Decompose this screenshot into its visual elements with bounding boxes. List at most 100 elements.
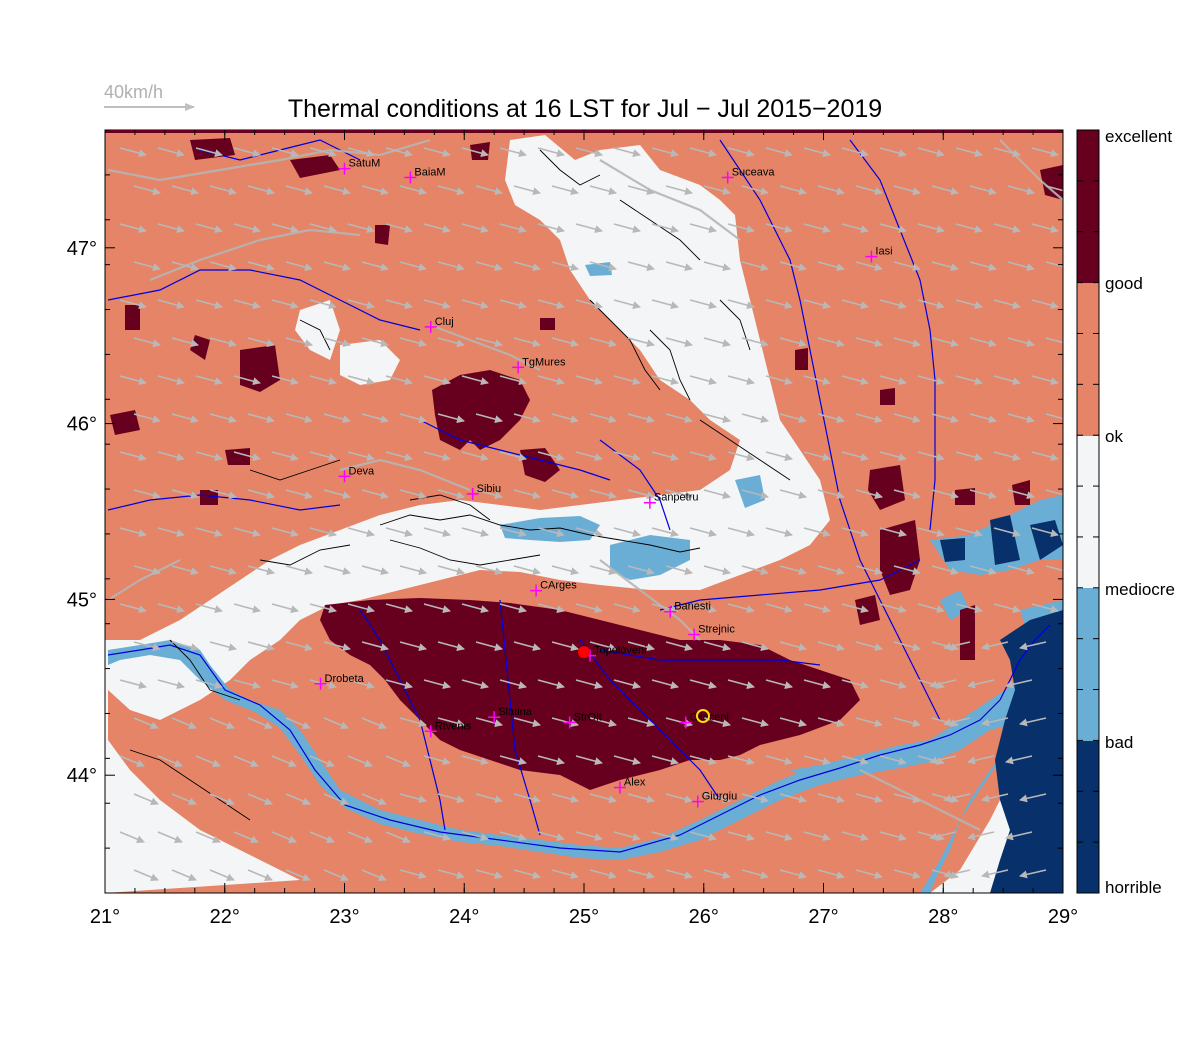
wind-arrow bbox=[765, 755, 793, 766]
wind-arrow bbox=[437, 869, 465, 880]
wind-arrow bbox=[955, 147, 983, 158]
wind-arrow bbox=[689, 223, 717, 234]
wind-arrow bbox=[613, 603, 641, 614]
wind-arrow bbox=[133, 413, 161, 424]
wind-arrow bbox=[589, 793, 617, 804]
city-tgmures[interactable]: TgMures bbox=[512, 356, 566, 374]
city-label: Suceava bbox=[732, 166, 776, 178]
wind-arrow bbox=[689, 147, 717, 158]
wind-arrow bbox=[423, 223, 451, 234]
wind-arrow bbox=[195, 679, 223, 690]
wind-arrow bbox=[513, 641, 541, 652]
wind-arrow bbox=[461, 451, 489, 462]
wind-arrow bbox=[627, 337, 655, 348]
wind-arrow bbox=[551, 641, 579, 652]
wind-arrow bbox=[727, 603, 755, 614]
wind-arrow bbox=[1045, 413, 1063, 420]
map-axes: 21° 22° 23° 24° 25° 26° 27° 28° 29° 44° 45° 46° 47° bbox=[67, 129, 1078, 928]
city-alex[interactable]: Alex bbox=[613, 777, 646, 794]
wind-arrow bbox=[817, 641, 845, 652]
wind-arrow bbox=[171, 261, 199, 272]
wind-arrow bbox=[917, 375, 945, 386]
legend-bad bbox=[1077, 741, 1099, 893]
legend-colorbar: excellent good ok mediocre bad horrible bbox=[1076, 127, 1175, 897]
wind-arrow bbox=[917, 299, 945, 310]
wind-arrow bbox=[665, 641, 693, 652]
wind-arrow bbox=[703, 185, 731, 196]
wind-arrow bbox=[195, 299, 223, 310]
wind-arrow bbox=[423, 299, 451, 310]
city-banesti[interactable]: Banesti bbox=[664, 601, 711, 618]
wind-arrow bbox=[689, 527, 717, 538]
legend-label-mediocre: mediocre bbox=[1105, 580, 1175, 599]
wind-arrow bbox=[399, 413, 427, 424]
wind-arrow bbox=[1007, 413, 1035, 424]
wind-arrow bbox=[195, 375, 223, 386]
wind-arrow bbox=[475, 489, 503, 500]
wind-arrow bbox=[171, 641, 199, 652]
city-carges[interactable]: CArges bbox=[530, 580, 577, 597]
wind-arrow bbox=[271, 147, 299, 158]
wind-arrow bbox=[1031, 223, 1059, 234]
wind-arrow bbox=[323, 565, 351, 576]
wind-arrow bbox=[841, 831, 869, 842]
wind-arrow bbox=[157, 299, 185, 310]
wind-arrow bbox=[741, 565, 769, 576]
wind-arrow bbox=[627, 641, 655, 652]
wind-arrow bbox=[157, 147, 185, 158]
city-deva[interactable]: Deva bbox=[338, 465, 376, 483]
wind-arrow bbox=[271, 375, 299, 386]
wind-arrow bbox=[437, 717, 465, 728]
wind-arrow bbox=[893, 185, 921, 196]
city-giurgiu[interactable]: Giurgiu bbox=[691, 791, 737, 808]
wind-arrow bbox=[499, 299, 527, 310]
wind-arrow bbox=[323, 869, 349, 881]
wind-arrow bbox=[347, 223, 375, 234]
city-slatina[interactable]: Slatina bbox=[488, 706, 533, 724]
wind-arrow bbox=[423, 755, 451, 766]
wind-arrow bbox=[537, 147, 565, 158]
city-strolt[interactable]: StrOlt bbox=[563, 711, 602, 729]
site-marker[interactable] bbox=[578, 646, 590, 659]
wind-arrow bbox=[119, 223, 147, 234]
wind-arrow bbox=[651, 527, 679, 538]
wind-arrow bbox=[271, 831, 297, 843]
wind-arrow bbox=[1005, 679, 1033, 689]
wind-arrow bbox=[627, 185, 655, 196]
wind-arrow bbox=[893, 869, 921, 880]
wind-arrow bbox=[309, 147, 337, 158]
wind-arrow bbox=[119, 603, 147, 614]
wind-arrow bbox=[1007, 565, 1035, 576]
wind-arrow bbox=[233, 223, 261, 234]
city-cluj[interactable]: Cluj bbox=[424, 316, 454, 333]
wind-arrow bbox=[703, 793, 731, 804]
wind-arrow bbox=[399, 717, 427, 728]
city-sibiu[interactable]: Sibiu bbox=[466, 483, 501, 500]
wind-arrow bbox=[423, 527, 451, 538]
wind-arrow bbox=[361, 565, 389, 576]
city-satum[interactable]: SatuM bbox=[338, 158, 381, 175]
wind-arrow bbox=[461, 755, 489, 766]
wind-arrow bbox=[133, 641, 161, 652]
city-drobeta[interactable]: Drobeta bbox=[314, 673, 365, 690]
city-suceava[interactable]: Suceava bbox=[721, 166, 776, 184]
wind-arrow bbox=[323, 717, 349, 729]
wind-arrow bbox=[423, 679, 451, 690]
wind-arrow bbox=[879, 147, 907, 158]
city-baiam[interactable]: BaiaM bbox=[404, 166, 446, 184]
wind-arrow bbox=[1031, 603, 1059, 614]
city-strejnic[interactable]: Strejnic bbox=[688, 624, 735, 641]
wind-arrow bbox=[361, 793, 387, 805]
wind-arrow bbox=[1007, 185, 1035, 196]
wind-arrow bbox=[817, 565, 845, 576]
wind-arrow bbox=[461, 527, 489, 538]
city-rtvenis[interactable]: Rtvenis bbox=[424, 720, 472, 738]
wind-arrow bbox=[981, 869, 1009, 879]
city-sanpetru[interactable]: Sanpetru bbox=[643, 492, 699, 509]
wind-arrow bbox=[361, 641, 389, 652]
wind-arrow bbox=[461, 375, 489, 386]
city-iasi[interactable]: Iasi bbox=[865, 246, 893, 263]
wind-arrow bbox=[551, 489, 579, 500]
city-label: Cluj bbox=[435, 316, 454, 328]
wind-arrow bbox=[689, 831, 717, 842]
